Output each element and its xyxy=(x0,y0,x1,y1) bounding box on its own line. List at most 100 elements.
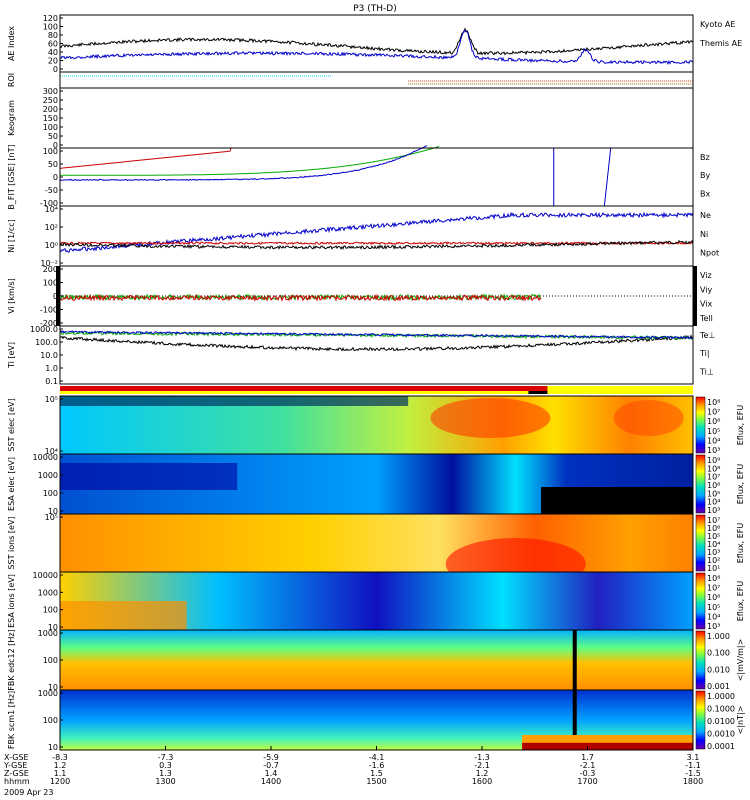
ytick-fbk_e: 100 xyxy=(43,656,58,665)
ytick-ni: 10⁰ xyxy=(45,241,58,250)
colorbar-fbk_e xyxy=(695,630,706,690)
ytick-fbk_b: 1000 xyxy=(38,689,58,698)
ylabel-keogram: Keogram xyxy=(7,100,16,136)
cbar-tick-esa_e: 10⁸ xyxy=(707,464,720,473)
legend-ti: Te⊥ xyxy=(699,331,715,340)
colorbar-sst_e xyxy=(695,396,706,454)
cbar-label-fbk_e: <|mV/m|> xyxy=(736,639,745,682)
spectrogram-fbk_e xyxy=(60,630,693,690)
cbar-tick-sst_i: 10⁷ xyxy=(707,516,720,525)
sst-e-noise-band xyxy=(60,396,409,406)
ytick-ni: 10² xyxy=(45,223,58,232)
vi-left-bar xyxy=(56,266,60,326)
ytick-fbk_b: 10 xyxy=(48,743,58,752)
colorbar-fbk_b xyxy=(695,690,706,750)
ytick-ti: 100.0 xyxy=(35,338,58,347)
orbit-value: 1600 xyxy=(472,777,492,786)
cbar-label-sst_i: Eflux, EFU xyxy=(736,523,745,564)
ytick-ti: 0.1 xyxy=(45,377,58,386)
viz-trace xyxy=(59,293,542,303)
ytick-bfit: 100 xyxy=(43,147,58,156)
ytick-esa_e: 10 xyxy=(48,507,58,516)
orbit-value: 1.7 xyxy=(581,753,594,762)
ylabel-sst_e: SST elec [eV] xyxy=(7,398,16,451)
cbar-tick-fbk_b: 0.1000 xyxy=(707,705,735,714)
cbar-tick-fbk_b: 1.0000 xyxy=(707,692,735,701)
frame-bfit xyxy=(59,147,694,207)
legend-ae: Themis AE xyxy=(699,39,742,48)
ytick-esa_i: 1000 xyxy=(38,588,58,597)
mode-bar-red xyxy=(60,386,548,391)
ni-trace xyxy=(59,239,694,250)
mode-bar-black xyxy=(528,391,548,394)
ytick-keogram: 0 xyxy=(53,141,58,150)
ytick-fbk_e: 1000 xyxy=(38,629,58,638)
orbit-value: 1200 xyxy=(50,777,70,786)
ylabel-vi: Vi [km/s] xyxy=(7,278,16,314)
orbit-value: 1500 xyxy=(366,777,386,786)
cbar-tick-sst_e: 10⁷ xyxy=(707,408,720,417)
esa-i-warm-region xyxy=(60,601,187,630)
ytick-ti: 1000.0 xyxy=(30,325,58,334)
panel-bfit: 100 50 0 -50 -100 B_FIT [GSE] [nT] Bz By Bx xyxy=(7,144,710,209)
cbar-tick-fbk_e: 0.001 xyxy=(707,682,730,691)
bx-trace xyxy=(59,145,428,181)
orbit-row-label: Y-GSE xyxy=(3,761,27,770)
ytick-esa_e: 100 xyxy=(43,489,58,498)
ytick-fbk_b: 100 xyxy=(43,716,58,725)
colorbar-esa_i xyxy=(695,572,706,630)
orbit-value: 1.2 xyxy=(54,761,67,770)
panel-roi: ROI xyxy=(7,71,694,89)
legend-bfit: Bx xyxy=(700,189,710,198)
orbit-value: 1300 xyxy=(155,777,175,786)
ae-themis-trace xyxy=(59,27,694,56)
ytick-keogram: 50 xyxy=(48,132,58,141)
ytick-ni: 10⁴ xyxy=(45,205,58,214)
cbar-tick-fbk_b: 0.0010 xyxy=(707,730,735,739)
cbar-tick-sst_i: 10¹ xyxy=(707,564,720,573)
cbar-tick-fbk_e: 0.100 xyxy=(707,649,730,658)
legend-ni: Npot xyxy=(700,249,719,258)
fbk_e-dropout xyxy=(572,630,577,690)
ytick-esa_i: 10 xyxy=(48,623,58,632)
cbar-tick-sst_i: 10⁵ xyxy=(707,532,720,541)
legend-vi: Vix xyxy=(700,300,713,309)
ytick-esa_i: 100 xyxy=(43,606,58,615)
cbar-tick-sst_e: 10³ xyxy=(707,446,720,455)
colorbar-sst_i xyxy=(695,514,706,572)
cbar-tick-fbk_e: 0.010 xyxy=(707,665,730,674)
orbit-value: 1400 xyxy=(261,777,281,786)
orbit-value: -0.7 xyxy=(263,761,279,770)
ylabel-ti: Ti [eV] xyxy=(7,342,16,369)
ytick-keogram: 150 xyxy=(43,114,58,123)
panel-ti: 1000.0 100.0 10.0 1.0 0.1 Ti [eV] Te⊥ Ti| Ti⊥ xyxy=(7,325,715,386)
ytick-sst_i: 10⁵ xyxy=(45,513,58,522)
cbar-tick-esa_e: 10⁵ xyxy=(707,489,720,498)
orbit-value: -1.5 xyxy=(685,769,701,778)
orbit-value: -5.9 xyxy=(263,753,279,762)
cbar-tick-sst_e: 10⁴ xyxy=(707,436,720,445)
ytick-esa_e: 10000 xyxy=(33,453,58,462)
ytick-bfit: -100 xyxy=(40,199,58,208)
time-axis-layer: X-GSE -8.3 -7.3 -5.9 -4.1 -1.3 1.7 3.1 Y-GSE 1.2 0… xyxy=(3,746,703,797)
ytick-ae: 60 xyxy=(48,40,58,49)
orbit-value: 1.2 xyxy=(476,769,489,778)
cbar-tick-sst_e: 10⁸ xyxy=(707,398,720,407)
orbit-value: -2.1 xyxy=(580,761,596,770)
cbar-label-esa_e: Eflux, EFU xyxy=(736,464,745,505)
orbit-value: -8.3 xyxy=(52,753,68,762)
bx-spike-2 xyxy=(603,147,612,207)
cbar-tick-sst_i: 10⁴ xyxy=(707,540,720,549)
cbar-tick-sst_i: 10⁶ xyxy=(707,524,720,533)
orbit-value: 1.4 xyxy=(265,769,278,778)
ytick-vi: 0 xyxy=(53,292,58,301)
fbk-b-hot-band xyxy=(522,742,693,750)
frame-roi xyxy=(59,71,694,89)
legend-bfit: Bz xyxy=(700,153,710,162)
orbit-value: 1.5 xyxy=(370,769,383,778)
